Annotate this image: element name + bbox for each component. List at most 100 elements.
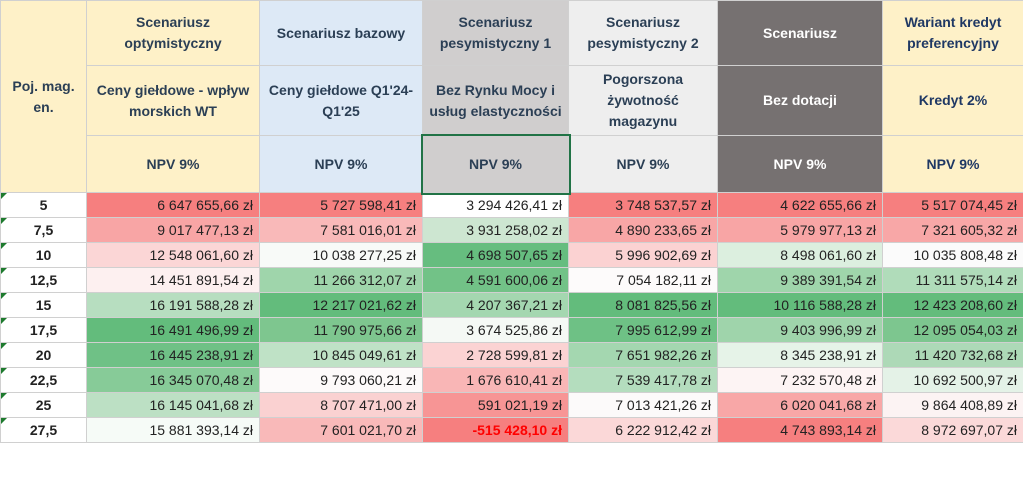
metric-header: NPV 9% <box>420 133 571 195</box>
npv-value-cell: 16 191 588,28 zł <box>86 292 260 318</box>
npv-value-cell: 8 972 697,07 zł <box>882 417 1023 443</box>
header-row-scenario: Poj. mag. en. Scenariusz optymistyczny Sce… <box>0 0 1023 193</box>
table-row: 17,5 16 491 496,99 zł 11 790 975,66 zł 3 67… <box>0 317 1023 343</box>
npv-value-cell: 7 581 016,01 zł <box>259 217 423 243</box>
npv-value-cell: 9 017 477,13 zł <box>86 217 260 243</box>
npv-value-cell: 4 743 893,14 zł <box>717 417 883 443</box>
header-row-description: Ceny giełdowe - wpływ morskich WT Ceny gi… <box>1 65 1023 136</box>
npv-value-cell: 3 294 426,41 zł <box>422 192 569 218</box>
scenario-name-header: Scenariusz pesymistyczny 2 <box>568 0 718 66</box>
npv-value-cell: 8 498 061,60 zł <box>717 242 883 268</box>
metric-header: NPV 9% <box>259 135 423 193</box>
table-row: 20 16 445 238,91 zł 10 845 049,61 zł 2 728 … <box>0 342 1023 368</box>
position-header: Poj. mag. en. <box>0 0 87 193</box>
npv-value-cell: 7 232 570,48 zł <box>717 367 883 393</box>
capacity-cell: 17,5 <box>0 317 87 343</box>
npv-value-cell: 11 311 575,14 zł <box>882 267 1023 293</box>
scenario-description-header: Bez Rynku Mocy i usług elastyczności <box>422 65 569 136</box>
npv-value-cell: 10 035 808,48 zł <box>882 242 1023 268</box>
npv-value-cell: -515 428,10 zł <box>422 417 569 443</box>
npv-value-cell: 9 403 996,99 zł <box>717 317 883 343</box>
scenario-name-header: Wariant kredyt preferencyjny <box>882 0 1023 66</box>
scenario-description-header: Kredyt 2% <box>882 65 1023 136</box>
scenario-name-header: Scenariusz <box>717 0 883 66</box>
npv-value-cell: 3 748 537,57 zł <box>568 192 718 218</box>
metric-header: NPV 9% <box>882 135 1023 193</box>
header-row-metric: NPV 9% NPV 9% NPV 9% NPV 9% NPV 9% NPV 9% <box>1 133 1023 195</box>
npv-value-cell: 10 692 500,97 zł <box>882 367 1023 393</box>
table-row: 15 16 191 588,28 zł 12 217 021,62 zł 4 207 … <box>0 292 1023 318</box>
capacity-cell: 15 <box>0 292 87 318</box>
capacity-cell: 10 <box>0 242 87 268</box>
npv-value-cell: 3 674 525,86 zł <box>422 317 569 343</box>
npv-value-cell: 10 116 588,28 zł <box>717 292 883 318</box>
table-row: 25 16 145 041,68 zł 8 707 471,00 zł 591 021… <box>0 392 1023 418</box>
capacity-cell: 20 <box>0 342 87 368</box>
metric-header: NPV 9% <box>717 135 883 193</box>
npv-value-cell: 10 038 277,25 zł <box>259 242 423 268</box>
npv-value-cell: 15 881 393,14 zł <box>86 417 260 443</box>
table-row: 27,5 15 881 393,14 zł 7 601 021,70 zł -515 … <box>0 417 1023 443</box>
scenario-description-header: Bez dotacji <box>717 65 883 136</box>
scenario-description-header: Ceny giełdowe - wpływ morskich WT <box>86 65 260 136</box>
npv-value-cell: 5 517 074,45 zł <box>882 192 1023 218</box>
npv-value-cell: 10 845 049,61 zł <box>259 342 423 368</box>
scenario-name-header: Scenariusz pesymistyczny 1 <box>422 0 569 66</box>
npv-value-cell: 4 698 507,65 zł <box>422 242 569 268</box>
npv-value-cell: 9 389 391,54 zł <box>717 267 883 293</box>
npv-value-cell: 2 728 599,81 zł <box>422 342 569 368</box>
table-row: 22,5 16 345 070,48 zł 9 793 060,21 zł 1 676… <box>0 367 1023 393</box>
npv-value-cell: 16 345 070,48 zł <box>86 367 260 393</box>
npv-value-cell: 7 013 421,26 zł <box>568 392 718 418</box>
npv-value-cell: 7 539 417,78 zł <box>568 367 718 393</box>
npv-value-cell: 7 054 182,11 zł <box>568 267 718 293</box>
scenario-name-header: Scenariusz optymistyczny <box>86 0 260 66</box>
npv-value-cell: 4 890 233,65 zł <box>568 217 718 243</box>
scenario-description-header: Ceny giełdowe Q1'24-Q1'25 <box>259 65 423 136</box>
npv-value-cell: 8 707 471,00 zł <box>259 392 423 418</box>
capacity-cell: 5 <box>0 192 87 218</box>
table-row: 12,5 14 451 891,54 zł 11 266 312,07 zł 4 59… <box>0 267 1023 293</box>
npv-value-cell: 4 622 655,66 zł <box>717 192 883 218</box>
npv-value-cell: 7 651 982,26 zł <box>568 342 718 368</box>
metric-header: NPV 9% <box>568 135 718 193</box>
npv-value-cell: 5 996 902,69 zł <box>568 242 718 268</box>
npv-value-cell: 11 266 312,07 zł <box>259 267 423 293</box>
npv-table: Poj. mag. en. Scenariusz optymistyczny Sce… <box>0 0 1023 443</box>
npv-value-cell: 16 145 041,68 zł <box>86 392 260 418</box>
scenario-name-header: Scenariusz bazowy <box>259 0 423 66</box>
npv-value-cell: 11 790 975,66 zł <box>259 317 423 343</box>
capacity-cell: 22,5 <box>0 367 87 393</box>
metric-header: NPV 9% <box>86 135 260 193</box>
capacity-cell: 12,5 <box>0 267 87 293</box>
npv-value-cell: 12 423 208,60 zł <box>882 292 1023 318</box>
npv-value-cell: 12 095 054,03 zł <box>882 317 1023 343</box>
npv-value-cell: 6 020 041,68 zł <box>717 392 883 418</box>
npv-value-cell: 3 931 258,02 zł <box>422 217 569 243</box>
npv-value-cell: 5 979 977,13 zł <box>717 217 883 243</box>
npv-value-cell: 6 647 655,66 zł <box>86 192 260 218</box>
table-row: 10 12 548 061,60 zł 10 038 277,25 zł 4 698 … <box>0 242 1023 268</box>
npv-value-cell: 7 601 021,70 zł <box>259 417 423 443</box>
capacity-cell: 7,5 <box>0 217 87 243</box>
capacity-cell: 25 <box>0 392 87 418</box>
table-row: 7,5 9 017 477,13 zł 7 581 016,01 zł 3 931 2… <box>0 217 1023 243</box>
npv-value-cell: 8 345 238,91 zł <box>717 342 883 368</box>
npv-value-cell: 6 222 912,42 zł <box>568 417 718 443</box>
npv-value-cell: 9 864 408,89 zł <box>882 392 1023 418</box>
npv-value-cell: 7 321 605,32 zł <box>882 217 1023 243</box>
npv-value-cell: 1 676 610,41 zł <box>422 367 569 393</box>
npv-value-cell: 16 491 496,99 zł <box>86 317 260 343</box>
npv-value-cell: 9 793 060,21 zł <box>259 367 423 393</box>
scenario-description-header: Pogorszona żywotność magazynu <box>568 65 718 136</box>
npv-value-cell: 4 207 367,21 zł <box>422 292 569 318</box>
npv-value-cell: 8 081 825,56 zł <box>568 292 718 318</box>
npv-value-cell: 591 021,19 zł <box>422 392 569 418</box>
capacity-cell: 27,5 <box>0 417 87 443</box>
npv-value-cell: 12 217 021,62 zł <box>259 292 423 318</box>
npv-value-cell: 11 420 732,68 zł <box>882 342 1023 368</box>
npv-value-cell: 7 995 612,99 zł <box>568 317 718 343</box>
npv-value-cell: 5 727 598,41 zł <box>259 192 423 218</box>
npv-value-cell: 4 591 600,06 zł <box>422 267 569 293</box>
